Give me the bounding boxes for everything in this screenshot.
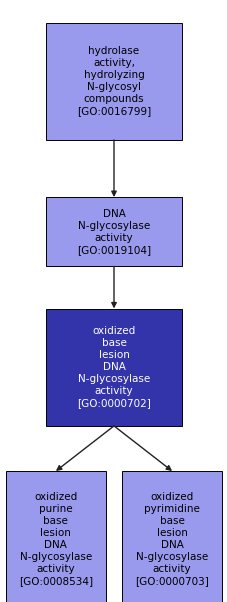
Text: hydrolase
activity,
hydrolyzing
N-glycosyl
compounds
[GO:0016799]: hydrolase activity, hydrolyzing N-glycos…	[76, 46, 151, 116]
FancyBboxPatch shape	[121, 471, 221, 602]
FancyBboxPatch shape	[6, 471, 106, 602]
Text: oxidized
base
lesion
DNA
N-glycosylase
activity
[GO:0000702]: oxidized base lesion DNA N-glycosylase a…	[77, 326, 150, 408]
Text: oxidized
pyrimidine
base
lesion
DNA
N-glycosylase
activity
[GO:0000703]: oxidized pyrimidine base lesion DNA N-gl…	[135, 492, 208, 586]
FancyBboxPatch shape	[45, 23, 182, 140]
Text: oxidized
purine
base
lesion
DNA
N-glycosylase
activity
[GO:0008534]: oxidized purine base lesion DNA N-glycos…	[19, 492, 93, 586]
Text: DNA
N-glycosylase
activity
[GO:0019104]: DNA N-glycosylase activity [GO:0019104]	[76, 209, 151, 255]
FancyBboxPatch shape	[45, 197, 182, 266]
FancyBboxPatch shape	[45, 309, 182, 426]
